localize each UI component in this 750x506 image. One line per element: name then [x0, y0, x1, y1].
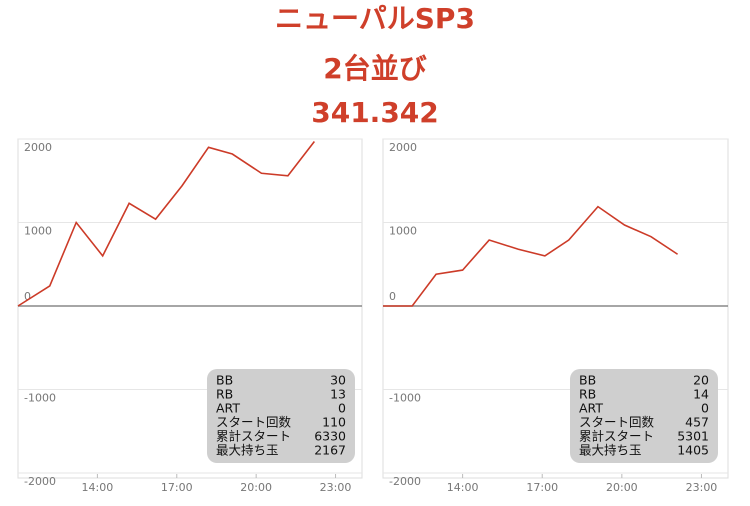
stat-value: 13 — [330, 387, 346, 402]
stat-value: 110 — [322, 415, 346, 430]
stat-value: 6330 — [314, 429, 346, 444]
x-tick-label: 20:00 — [606, 481, 638, 494]
stat-value: 2167 — [314, 443, 346, 458]
x-tick-label: 17:00 — [526, 481, 558, 494]
stat-label: BB — [216, 373, 233, 388]
stat-value: 0 — [701, 401, 709, 416]
stat-value: 14 — [693, 387, 709, 402]
x-tick-label: 14:00 — [82, 481, 114, 494]
stat-value: 30 — [330, 373, 346, 388]
stat-value: 457 — [685, 415, 709, 430]
stat-label: スタート回数 — [579, 415, 655, 430]
stat-label: RB — [579, 387, 596, 402]
y-tick-label: 0 — [24, 290, 31, 303]
stat-value: 0 — [338, 401, 346, 416]
x-tick-label: 14:00 — [447, 481, 479, 494]
stat-label: RB — [216, 387, 233, 402]
y-tick-label: 0 — [389, 290, 396, 303]
stat-label: 累計スタート — [216, 429, 291, 444]
y-tick-label: 1000 — [24, 225, 52, 238]
y-tick-label: 1000 — [389, 225, 417, 238]
title-line: 2台並び — [323, 52, 426, 85]
stat-value: 1405 — [677, 443, 709, 458]
data-line — [17, 141, 316, 307]
y-tick-label: -2000 — [389, 475, 421, 488]
stat-value: 5301 — [677, 429, 709, 444]
x-tick-label: 17:00 — [161, 481, 193, 494]
y-tick-label: -2000 — [24, 475, 56, 488]
stat-label: スタート回数 — [216, 415, 292, 430]
x-tick-label: 20:00 — [240, 481, 272, 494]
data-line — [383, 205, 679, 307]
stat-label: 最大持ち玉 — [216, 443, 279, 458]
stats-box — [570, 369, 718, 463]
stat-value: 20 — [693, 373, 709, 388]
y-tick-label: 2000 — [389, 141, 417, 154]
stat-label: 累計スタート — [579, 429, 654, 444]
title-line: 341.342 — [311, 96, 439, 129]
stat-label: ART — [216, 401, 240, 416]
stats-box — [207, 369, 355, 463]
stat-label: BB — [579, 373, 596, 388]
title-line: ニューパルSP3 — [275, 2, 475, 35]
y-tick-label: 2000 — [24, 141, 52, 154]
stat-label: ART — [579, 401, 603, 416]
stat-label: 最大持ち玉 — [579, 443, 642, 458]
x-tick-label: 23:00 — [320, 481, 352, 494]
y-tick-label: -1000 — [389, 392, 421, 405]
y-tick-label: -1000 — [24, 392, 56, 405]
x-tick-label: 23:00 — [686, 481, 718, 494]
